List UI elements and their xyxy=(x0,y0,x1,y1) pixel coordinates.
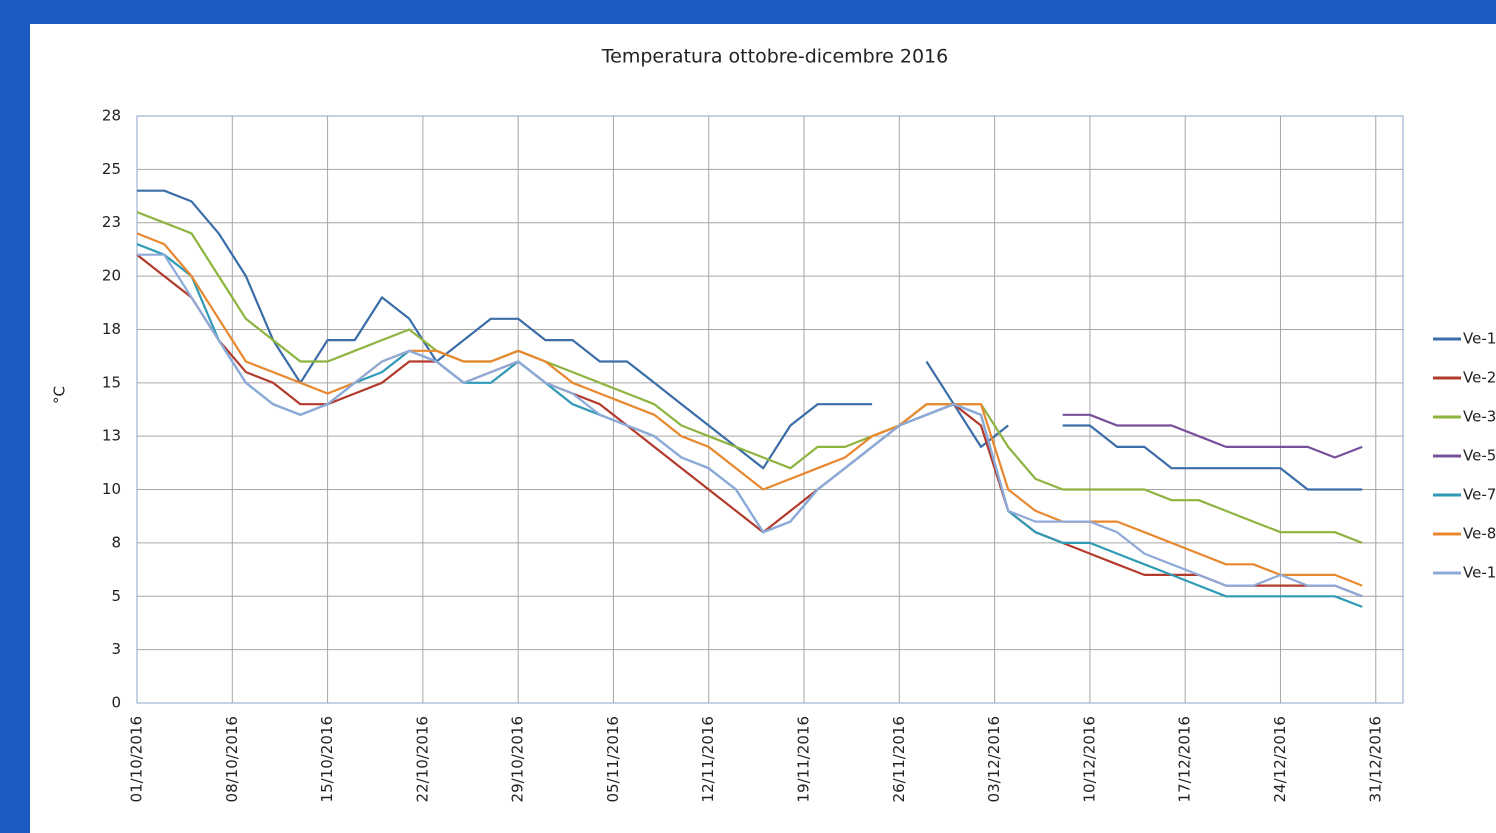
x-tick-label: 12/11/2016 xyxy=(699,716,717,802)
legend-label: Ve-3 xyxy=(1463,408,1496,426)
y-tick-label: 18 xyxy=(102,320,121,338)
x-tick-label: 22/10/2016 xyxy=(413,716,431,802)
series-line xyxy=(136,232,1363,587)
x-tick-label: 03/12/2016 xyxy=(985,716,1003,802)
y-tick-label: 8 xyxy=(111,533,121,551)
x-tick-label: 01/10/2016 xyxy=(128,716,146,802)
y-tick-label: 3 xyxy=(111,640,121,658)
x-tick-label: 10/12/2016 xyxy=(1080,716,1098,802)
legend-label: Ve-7 xyxy=(1463,486,1496,504)
y-tick-label: 23 xyxy=(102,213,121,231)
plot-border xyxy=(136,115,1404,704)
series-line xyxy=(1062,413,1363,459)
series-line xyxy=(137,189,1363,491)
y-tick-label: 28 xyxy=(102,107,121,125)
y-tick-label: 20 xyxy=(102,267,121,285)
x-tick-label: 26/11/2016 xyxy=(890,716,908,802)
legend-label: Ve-1 xyxy=(1463,330,1496,348)
x-tick-label: 19/11/2016 xyxy=(795,716,813,802)
chart-title: Temperatura ottobre-dicembre 2016 xyxy=(601,46,948,68)
legend-label: Ve-2 xyxy=(1463,369,1496,387)
legend-label: Ve-8 xyxy=(1463,525,1496,543)
y-tick-label: 13 xyxy=(102,427,121,445)
x-tick-label: 15/10/2016 xyxy=(318,716,336,802)
y-tick-label: 0 xyxy=(111,694,121,712)
y-tick-label: 15 xyxy=(102,373,121,391)
x-tick-label: 24/12/2016 xyxy=(1271,716,1289,802)
y-axis-label: °C xyxy=(51,386,69,404)
x-tick-label: 05/11/2016 xyxy=(604,716,622,802)
series-line xyxy=(136,211,1363,544)
x-tick-label: 31/12/2016 xyxy=(1366,716,1384,802)
legend-label: Ve-5 xyxy=(1463,447,1496,465)
y-tick-label: 25 xyxy=(102,160,121,178)
legend-label: Ve-10 xyxy=(1463,564,1496,582)
x-tick-label: 29/10/2016 xyxy=(509,716,527,802)
y-tick-label: 10 xyxy=(102,480,121,498)
series-line xyxy=(136,253,1363,598)
x-tick-label: 17/12/2016 xyxy=(1176,716,1194,802)
y-tick-label: 5 xyxy=(111,587,121,605)
chart-panel xyxy=(30,24,1496,833)
x-tick-label: 08/10/2016 xyxy=(223,716,241,802)
series-line xyxy=(137,253,1363,598)
